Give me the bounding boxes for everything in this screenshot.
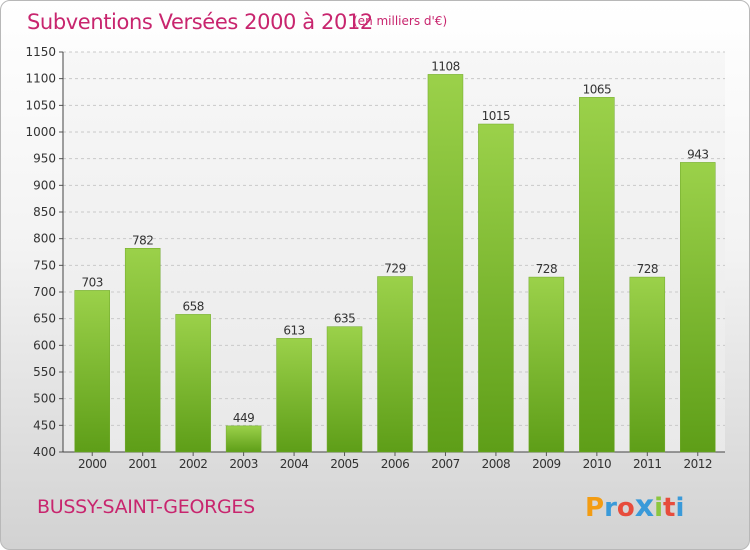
x-tick-label-2009: 2009 <box>532 457 561 471</box>
proxiti-logo: Proxiti <box>585 489 684 524</box>
bar-2001 <box>124 248 161 453</box>
value-label-2005: 635 <box>334 312 355 326</box>
bar-2008 <box>478 123 514 453</box>
bar-2011 <box>629 276 666 453</box>
x-tick-label-2008: 2008 <box>482 457 511 471</box>
value-label-2000: 703 <box>82 275 103 289</box>
chart-subtitle: (en milliers d'€) <box>353 14 448 28</box>
x-tick-label-2010: 2010 <box>583 457 612 471</box>
y-tick-label: 400 <box>33 445 56 459</box>
bar-2009 <box>528 276 565 453</box>
y-tick-label: 700 <box>33 285 56 299</box>
bar-2005 <box>326 326 363 453</box>
value-label-2012: 943 <box>687 147 708 161</box>
value-label-2008: 1015 <box>482 109 511 123</box>
bar-2012 <box>680 162 716 453</box>
x-tick-label-2004: 2004 <box>280 457 309 471</box>
chart-title: Subventions Versées 2000 à 2012 <box>27 10 373 34</box>
x-tick-label-2001: 2001 <box>128 457 157 471</box>
y-tick-label: 650 <box>33 312 56 326</box>
value-label-2011: 728 <box>637 262 658 276</box>
logo-letter: i <box>675 493 685 523</box>
y-tick-label: 800 <box>33 232 56 246</box>
logo-letter: o <box>616 493 635 523</box>
value-label-2010: 1065 <box>583 82 612 96</box>
y-tick-label: 1150 <box>25 45 56 59</box>
y-tick-label: 950 <box>33 152 56 166</box>
y-tick-label: 1000 <box>25 125 56 139</box>
city-name: BUSSY-SAINT-GEORGES <box>37 496 255 518</box>
x-tick-label-2012: 2012 <box>683 457 712 471</box>
value-label-2007: 1108 <box>431 59 460 73</box>
y-tick-label: 550 <box>33 365 56 379</box>
y-tick-label: 1100 <box>25 72 56 86</box>
y-tick-label: 1050 <box>25 98 56 112</box>
logo-letter: t <box>663 493 676 523</box>
bar-2010 <box>579 97 615 453</box>
y-tick-label: 600 <box>33 338 56 352</box>
x-tick-label-2011: 2011 <box>633 457 662 471</box>
value-label-2003: 449 <box>233 411 254 425</box>
x-tick-label-2000: 2000 <box>78 457 107 471</box>
bar-2002 <box>175 314 211 453</box>
x-tick-label-2002: 2002 <box>179 457 208 471</box>
value-label-2001: 782 <box>132 233 153 247</box>
value-label-2009: 728 <box>536 262 557 276</box>
logo-letter: i <box>654 493 664 523</box>
logo-letter: P <box>585 493 605 523</box>
bar-2003 <box>225 425 262 453</box>
y-tick-label: 900 <box>33 178 56 192</box>
bar-2007 <box>427 74 464 453</box>
logo-letter: r <box>604 493 617 523</box>
value-label-2004: 613 <box>283 323 304 337</box>
x-tick-label-2005: 2005 <box>330 457 359 471</box>
value-label-2006: 729 <box>384 262 405 276</box>
y-tick-label: 500 <box>33 392 56 406</box>
bar-2006 <box>377 276 413 453</box>
y-tick-label: 750 <box>33 258 56 272</box>
x-tick-label-2007: 2007 <box>431 457 460 471</box>
value-label-2002: 658 <box>182 299 203 313</box>
logo-letter: x <box>634 489 655 524</box>
y-tick-label: 850 <box>33 205 56 219</box>
bar-2000 <box>74 290 110 453</box>
bar-2004 <box>276 338 312 453</box>
x-tick-label-2003: 2003 <box>229 457 258 471</box>
y-tick-label: 450 <box>33 418 56 432</box>
x-tick-label-2006: 2006 <box>381 457 410 471</box>
